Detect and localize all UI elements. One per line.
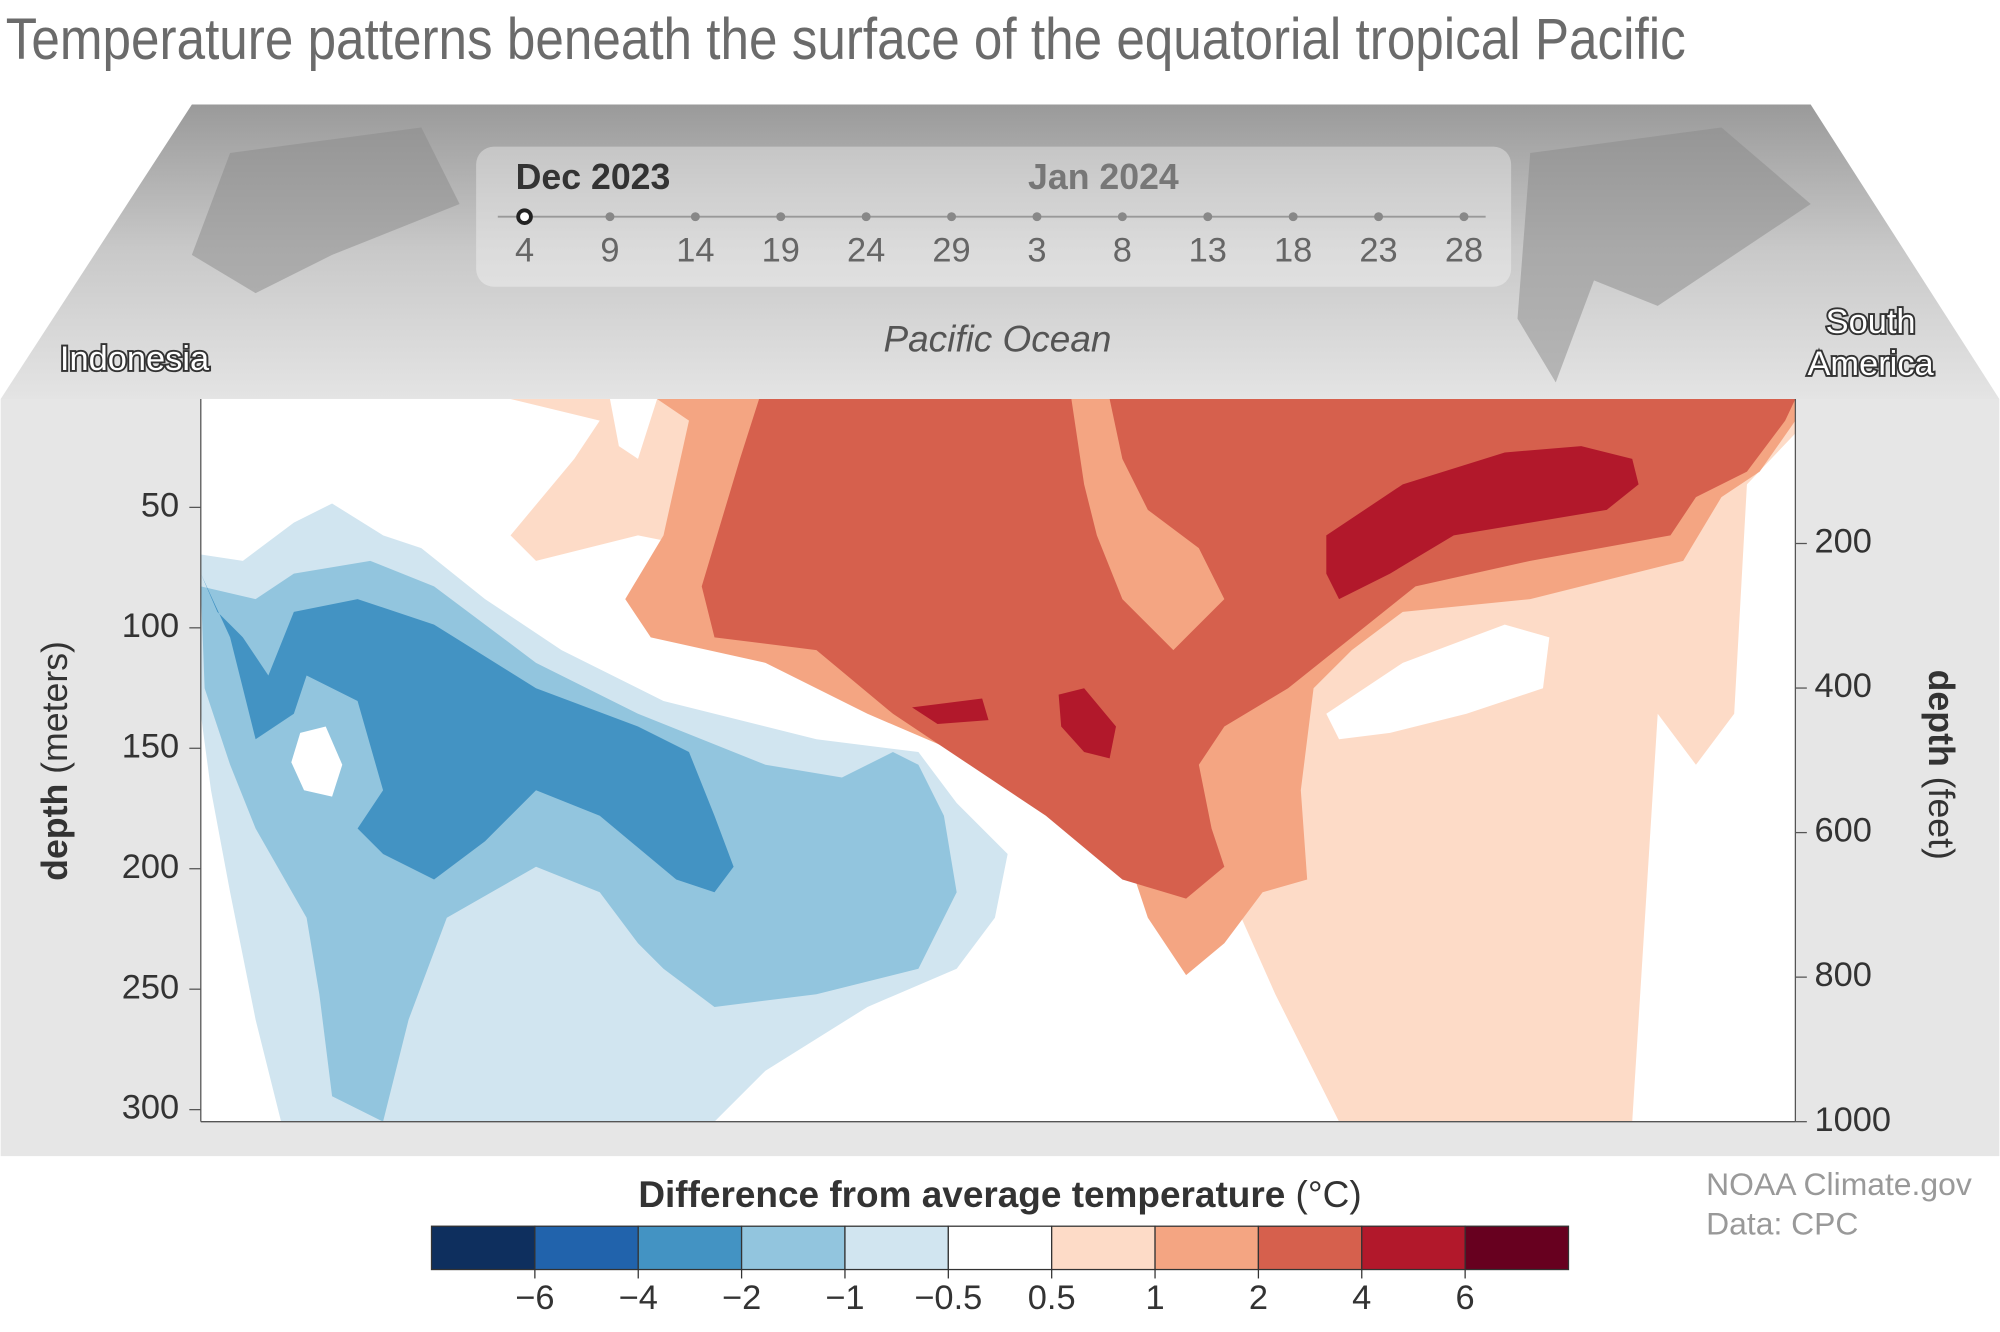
colorbar-swatch xyxy=(534,1225,639,1271)
timeline-day: 18 xyxy=(1274,231,1312,269)
timeline-dot xyxy=(861,212,871,222)
colorbar-swatch xyxy=(844,1225,949,1271)
colorbar-swatch xyxy=(1257,1225,1363,1271)
timeline-day: 3 xyxy=(1027,231,1046,269)
credit: NOAA Climate.gov xyxy=(1706,1166,1972,1202)
colorbar-swatch xyxy=(430,1225,536,1271)
timeline-month: Dec 2023 xyxy=(516,157,671,197)
timeline-dot xyxy=(776,212,786,222)
timeline-day: 14 xyxy=(676,231,714,269)
contour xyxy=(609,398,1550,740)
y-tick-label: 300 xyxy=(122,1089,179,1127)
colorbar-title-main: Difference from average temperature xyxy=(638,1174,1285,1215)
colorbar-swatch xyxy=(1464,1225,1570,1271)
colorbar-tick-label: −1 xyxy=(825,1279,864,1317)
credit: Data: CPC xyxy=(1706,1206,1858,1242)
timeline-dot xyxy=(1288,212,1298,222)
timeline-dot-selected xyxy=(516,208,533,225)
colorbar-tick-label: 0.5 xyxy=(1028,1279,1076,1317)
y2-axis-title-main: depth xyxy=(1921,670,1961,767)
timeline-day: 9 xyxy=(600,231,619,269)
y-tick-label: 50 xyxy=(141,486,179,524)
colorbar-title: Difference from average temperature (°C) xyxy=(638,1174,1361,1215)
y-axis-title-main: depth xyxy=(35,784,75,881)
timeline-dot xyxy=(947,212,957,222)
timeline-dot xyxy=(605,212,615,222)
timeline-day: 13 xyxy=(1189,231,1227,269)
timeline-day: 29 xyxy=(932,231,970,269)
y-axis-title: depth (meters) xyxy=(35,641,75,881)
timeline-dot xyxy=(1117,212,1127,222)
colorbar: −6 −4 −2 −1 −0.5 0.5 1 2 4 6 xyxy=(430,1225,1570,1317)
timeline-day: 24 xyxy=(847,231,885,269)
map-label: Indonesia xyxy=(60,340,210,378)
colorbar-swatch xyxy=(637,1225,743,1271)
contours xyxy=(200,398,1796,1122)
timeline-dot xyxy=(690,212,700,222)
timeline-month: Jan 2024 xyxy=(1028,157,1179,197)
contour xyxy=(200,573,734,893)
y-tick-label: 150 xyxy=(122,727,179,765)
y2-tick-label: 1000 xyxy=(1814,1101,1891,1139)
colorbar-unit: (°C) xyxy=(1296,1174,1362,1215)
y2-tick-label: 800 xyxy=(1814,956,1871,994)
y2-tick-label: 400 xyxy=(1814,667,1871,705)
colorbar-tick-label: −2 xyxy=(722,1279,761,1317)
y-tick-label: 250 xyxy=(122,968,179,1006)
contour xyxy=(1071,398,1225,651)
y-axis-title-unit: (meters) xyxy=(35,641,75,774)
timeline-day: 28 xyxy=(1445,231,1483,269)
colorbar-swatch xyxy=(1154,1225,1260,1271)
colorbar-swatch xyxy=(740,1225,846,1271)
map-label: South xyxy=(1826,303,1916,341)
map-label: America xyxy=(1807,345,1934,383)
y2-tick-label: 200 xyxy=(1814,523,1871,561)
y-tick-label: 200 xyxy=(122,848,179,886)
timeline-day: 4 xyxy=(515,231,534,269)
timeline-day: 23 xyxy=(1359,231,1397,269)
title: Temperature patterns beneath the surface… xyxy=(6,7,1686,72)
colorbar-tick-label: 1 xyxy=(1145,1279,1164,1317)
y-tick-label: 100 xyxy=(122,607,179,645)
colorbar-tick-label: 4 xyxy=(1352,1279,1371,1317)
timeline-dot xyxy=(1459,212,1469,222)
colorbar-tick-label: −6 xyxy=(515,1279,554,1317)
timeline: 4 9 14 19 24 29 3 8 13 18 23 28 Dec 2023 Jan 2024 xyxy=(515,157,1483,269)
contour xyxy=(912,446,1639,759)
land xyxy=(191,127,1811,383)
map xyxy=(0,104,2000,399)
colorbar-swatch xyxy=(1361,1225,1466,1271)
timeline-day: 8 xyxy=(1113,231,1132,269)
y2-axis-title: depth (feet) xyxy=(1921,670,1961,860)
colorbar-tick-label: −0.5 xyxy=(914,1279,982,1317)
colorbar-tick-label: 6 xyxy=(1456,1279,1475,1317)
timeline-day: 19 xyxy=(762,231,800,269)
colorbar-swatch xyxy=(1051,1225,1156,1271)
contour xyxy=(291,726,343,797)
y2-tick-label: 600 xyxy=(1814,812,1871,850)
y2-axis-title-unit: (feet) xyxy=(1921,777,1961,860)
colorbar-tick-label: 2 xyxy=(1249,1279,1268,1317)
timeline-dot xyxy=(1032,212,1042,222)
timeline-dot xyxy=(1374,212,1384,222)
colorbar-tick-label: −4 xyxy=(619,1279,658,1317)
map-label: Pacific Ocean xyxy=(883,318,1111,359)
timeline-dot xyxy=(1203,212,1213,222)
colorbar-swatch xyxy=(947,1225,1053,1271)
